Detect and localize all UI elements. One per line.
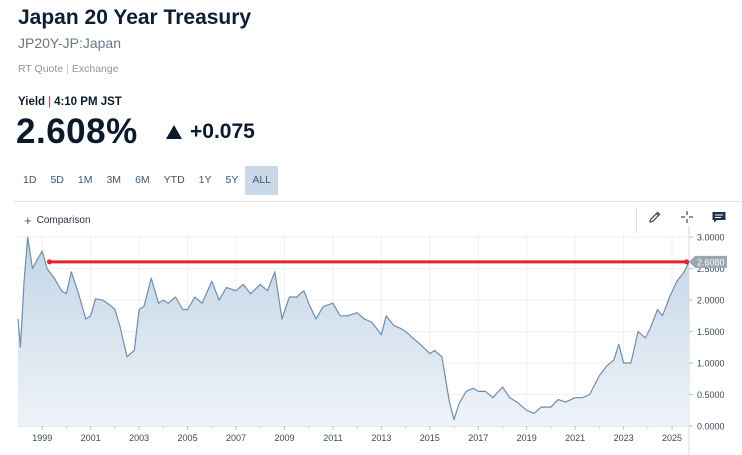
chat-flag-icon (712, 212, 726, 223)
x-tick-label: 2023 (614, 433, 634, 443)
x-tick-label: 2001 (81, 433, 101, 443)
quote-type-label: RT Quote (18, 63, 64, 75)
comparison-label: Comparison (36, 215, 91, 226)
x-tick-label: 2021 (565, 433, 585, 443)
y-tick-label: 1.5000 (697, 327, 725, 337)
x-tick-label: 2009 (274, 433, 294, 443)
toolbar-divider (636, 207, 637, 233)
yield-label: Yield (18, 96, 46, 108)
price-tag-shape (689, 255, 727, 268)
reference-line-end-handle (684, 259, 690, 265)
crosshair-tool-button[interactable] (675, 207, 699, 227)
x-tick-label: 2025 (662, 433, 682, 443)
x-tick-label: 2013 (371, 433, 391, 443)
yield-chart: 3.0000 2.5000 2.0000 1.5000 1.0000 0.5000 0.00… (17, 226, 727, 455)
y-tick-label: 0.0000 (697, 422, 725, 432)
last-price: 2.608% (16, 112, 138, 151)
exchange-label: Exchange (71, 63, 119, 75)
comparison-button[interactable]: + Comparison (24, 213, 91, 228)
pencil-icon (649, 211, 661, 223)
price-tag-label: 2.6080 (697, 257, 725, 267)
draw-tool-button[interactable] (643, 207, 667, 227)
plus-icon: + (24, 213, 32, 228)
range-tab-5d[interactable]: 5D (50, 174, 64, 186)
x-tick-label: 2005 (178, 433, 198, 443)
range-tab-3m[interactable]: 3M (106, 174, 122, 186)
current-price-tag: 2.6080 (689, 255, 727, 268)
symbol-label: JP20Y-JP:Japan (18, 35, 121, 51)
separator: | (48, 96, 52, 108)
series-line (17, 236, 690, 421)
crosshair-icon (681, 211, 693, 223)
chart-divider (14, 201, 742, 202)
x-tick-label: 2007 (226, 433, 246, 443)
range-tabs: 1D 5D 1M 3M 6M YTD 1Y 5Y ALL (16, 166, 279, 195)
x-tick-label: 2019 (517, 433, 537, 443)
up-arrow-icon (166, 125, 182, 139)
price-change: +0.075 (166, 120, 255, 144)
series-area (18, 237, 689, 426)
range-tab-all[interactable]: ALL (245, 166, 279, 195)
range-tab-1y[interactable]: 1Y (198, 174, 212, 186)
events-tool-button[interactable] (707, 207, 731, 227)
x-tick-label: 1999 (32, 433, 52, 443)
range-tab-5y[interactable]: 5Y (225, 174, 239, 186)
separator: | (66, 63, 69, 75)
change-value: +0.075 (190, 120, 255, 143)
y-tick-label: 2.5000 (697, 264, 725, 274)
reference-line-start-handle (46, 259, 52, 265)
range-tab-ytd[interactable]: YTD (163, 174, 185, 186)
y-tick-label: 3.0000 (697, 233, 725, 243)
x-tick-label: 2017 (468, 433, 488, 443)
x-tick-label: 2003 (129, 433, 149, 443)
y-tick-label: 1.0000 (697, 359, 725, 369)
y-tick-label: 2.0000 (697, 296, 725, 306)
x-tick-label: 2011 (323, 433, 342, 443)
range-tab-1m[interactable]: 1M (77, 174, 93, 186)
quote-source: RT Quote | Exchange (18, 63, 119, 75)
quote-time: 4:10 PM JST (54, 96, 122, 108)
range-tab-1d[interactable]: 1D (23, 174, 37, 186)
y-tick-label: 0.5000 (697, 390, 725, 400)
range-tab-6m[interactable]: 6M (135, 174, 150, 186)
page-title: Japan 20 Year Treasury (18, 6, 252, 29)
quote-meta: Yield | 4:10 PM JST (18, 96, 122, 108)
x-tick-label: 2015 (420, 433, 440, 443)
